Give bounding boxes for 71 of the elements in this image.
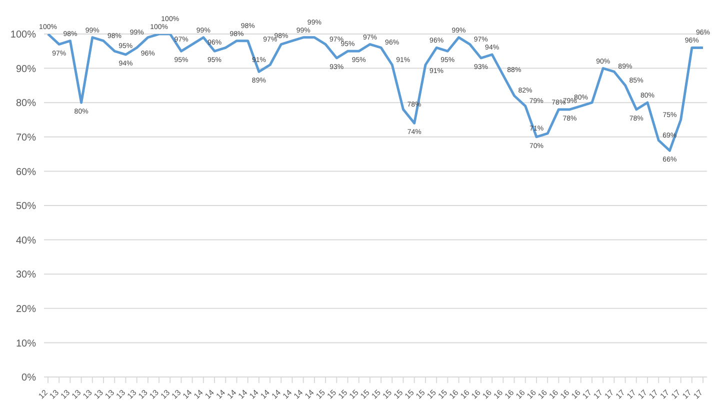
x-tick-label: 17 (670, 388, 683, 401)
x-tick-label: 14 (214, 388, 228, 401)
x-tick-label: 13 (81, 388, 94, 401)
x-tick-label: 13 (58, 388, 72, 401)
x-tick-label: 15 (425, 388, 438, 401)
x-tick-label: 13 (126, 388, 139, 401)
x-tick-label: 16 (503, 388, 516, 401)
x-tick-label: 13 (136, 388, 150, 401)
x-tick-label: 16 (558, 388, 572, 401)
x-tick-label: 16 (448, 388, 461, 401)
x-tick-label: 16 (536, 388, 550, 401)
x-tick-label: 17 (592, 388, 605, 401)
x-tick-label: 13 (148, 388, 161, 401)
x-tick-label: 14 (203, 388, 216, 401)
x-tick-label: 15 (336, 388, 350, 401)
x-tick-label: 16 (547, 388, 560, 401)
x-tick-label: 14 (225, 388, 239, 401)
y-tick-label: 20% (16, 304, 36, 315)
x-tick-label: 14 (303, 388, 316, 401)
x-tick-label: 14 (248, 388, 261, 401)
y-tick-label: 10% (16, 338, 36, 350)
x-tick-label: 16 (492, 388, 505, 401)
x-tick-label: 17 (647, 388, 660, 401)
x-tick-label: 14 (181, 388, 194, 401)
x-tick-label: 15 (414, 388, 428, 401)
x-tick-label: 17 (636, 388, 650, 401)
x-tick-label: 17 (680, 388, 694, 401)
x-tick-label: 13 (92, 388, 106, 401)
x-tick-label: 16 (470, 388, 483, 401)
x-tick-label: 15 (370, 388, 383, 401)
y-tick-label: 80% (16, 98, 36, 110)
x-tick-label: 14 (192, 388, 206, 401)
x-tick-label: 16 (570, 388, 583, 401)
x-tick-label: 17 (625, 388, 638, 401)
x-tick-label: 17 (580, 388, 594, 401)
x-tick-label: 13 (114, 388, 128, 401)
x-tick-label: 13 (48, 388, 61, 401)
x-tick-label: 14 (270, 388, 283, 401)
x-tick-label: 17 (614, 388, 628, 401)
x-tick-label: 15 (380, 388, 394, 401)
x-tick-label: 15 (436, 388, 450, 401)
x-tick-label: 15 (348, 388, 361, 401)
x-tick-label: 15 (314, 388, 328, 401)
x-tick-label: 13 (70, 388, 84, 401)
x-tick-label: 13 (158, 388, 172, 401)
y-tick-label: 50% (16, 201, 36, 212)
x-tick-label: 16 (514, 388, 528, 401)
x-tick-label: 16 (525, 388, 538, 401)
y-tick-label: 30% (16, 270, 36, 281)
x-tick-label: 15 (392, 388, 406, 401)
x-tick-label: 14 (258, 388, 272, 401)
x-tick-label: 15 (358, 388, 372, 401)
x-tick-label: 17 (692, 388, 705, 401)
y-tick-label: 90% (16, 64, 36, 75)
x-tick-label: 15 (325, 388, 338, 401)
x-tick-label: 16 (458, 388, 472, 401)
x-tick-label: 17 (658, 388, 672, 401)
x-tick-label: 14 (292, 388, 306, 401)
x-tick-label: 14 (280, 388, 294, 401)
x-tick-label: 12 (36, 388, 50, 401)
y-tick-label: 100% (10, 30, 36, 41)
x-tick-label: 17 (602, 388, 616, 401)
x-tick-label: 14 (236, 388, 250, 401)
y-tick-label: 0% (22, 372, 36, 384)
y-tick-label: 70% (16, 132, 36, 144)
y-tick-label: 40% (16, 235, 36, 246)
x-tick-label: 16 (480, 388, 494, 401)
x-tick-label: 13 (170, 388, 184, 401)
y-tick-label: 60% (16, 166, 36, 178)
x-tick-label: 13 (103, 388, 116, 401)
x-tick-label: 15 (403, 388, 416, 401)
